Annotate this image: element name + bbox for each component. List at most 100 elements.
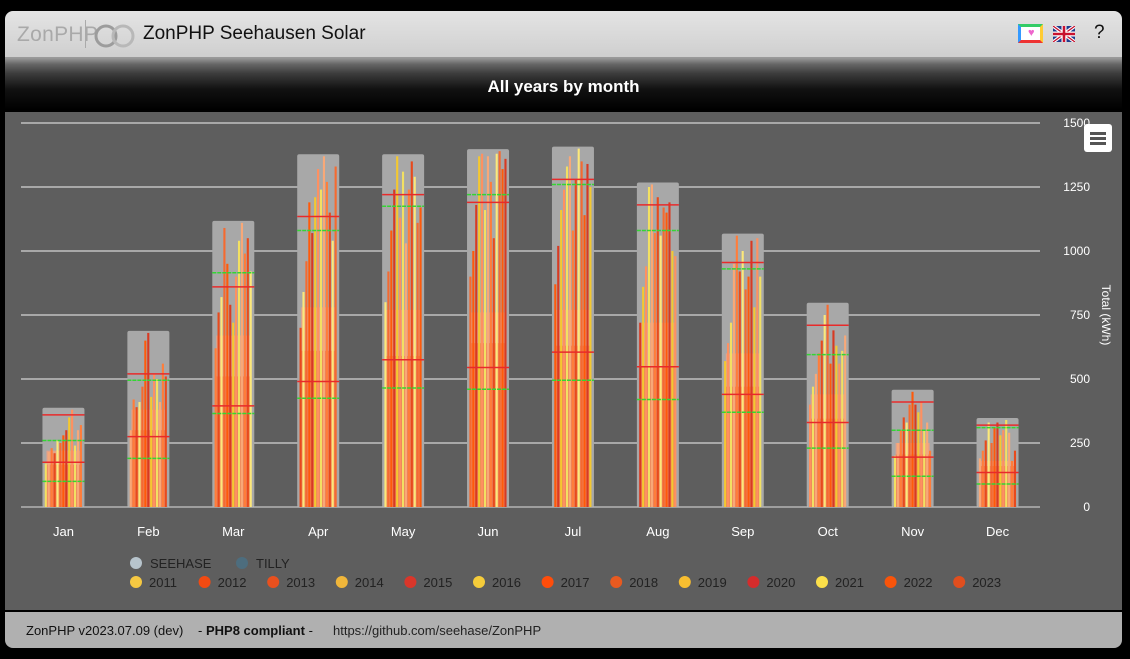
year-bar	[560, 210, 563, 507]
year-bar	[665, 212, 668, 507]
y-tick-label: 250	[1070, 436, 1090, 450]
x-tick-label: Jun	[478, 524, 499, 539]
github-link[interactable]: https://github.com/seehase/ZonPHP	[333, 623, 542, 638]
year-bar	[217, 312, 220, 507]
year-bar	[838, 363, 841, 507]
year-bar	[993, 427, 996, 507]
legend-marker	[541, 576, 554, 588]
legend-item-label: 2011	[149, 575, 177, 590]
year-bar	[325, 181, 328, 507]
year-bar	[923, 430, 926, 507]
rainbow-theme-icon[interactable]: ♥	[1018, 24, 1043, 43]
legend-marker	[678, 576, 691, 588]
legend-item-label: 2013	[286, 575, 315, 590]
year-bar	[832, 330, 835, 507]
year-bar	[472, 251, 475, 507]
hamburger-menu-icon[interactable]	[1084, 124, 1112, 152]
year-bar	[299, 327, 302, 507]
year-bar	[223, 227, 226, 507]
year-bar	[1005, 419, 1008, 507]
legend-item-label: 2020	[766, 575, 795, 590]
year-bar	[747, 276, 750, 507]
year-bar	[823, 315, 826, 507]
legend-item-label: SEEHASE	[150, 556, 212, 571]
year-bar	[911, 391, 914, 507]
year-bar	[489, 181, 492, 507]
year-bar	[732, 263, 735, 507]
year-bar	[744, 289, 747, 507]
top-bar: ZonPHP ZonPHP Seehausen Solar ♥ ?	[5, 11, 1122, 58]
legend-item-label: TILLY	[256, 556, 290, 571]
y-tick-label: 1250	[1063, 180, 1090, 194]
uk-flag-icon[interactable]	[1053, 26, 1075, 42]
year-bar	[1002, 430, 1005, 507]
legend-item-label: 2021	[835, 575, 864, 590]
x-tick-label: Aug	[646, 524, 669, 539]
year-bar	[419, 207, 422, 507]
legend-marker	[198, 576, 211, 588]
logo-text[interactable]: ZonPHP	[17, 23, 99, 46]
separator: -	[308, 623, 313, 638]
year-bar	[727, 343, 730, 507]
year-bar	[226, 263, 229, 507]
year-bar	[56, 440, 59, 507]
legend-item-label: 2019	[698, 575, 727, 590]
year-bar	[396, 156, 399, 507]
year-bar	[334, 166, 337, 507]
year-bar	[144, 340, 147, 507]
y-tick-label: 750	[1070, 308, 1090, 322]
year-bar	[158, 402, 162, 507]
x-tick-label: Dec	[986, 524, 1010, 539]
year-bar	[577, 148, 580, 507]
legend-marker	[404, 576, 417, 588]
year-bar	[642, 286, 645, 507]
year-bar	[1013, 450, 1017, 507]
y-tick-label: 1500	[1063, 116, 1090, 130]
year-bar	[586, 163, 589, 507]
year-bar	[129, 430, 132, 507]
year-bar	[232, 322, 235, 507]
year-bar	[73, 445, 77, 507]
year-bar	[249, 271, 252, 507]
year-bar	[571, 230, 574, 507]
help-button[interactable]: ?	[1094, 22, 1105, 43]
year-bar	[668, 202, 671, 508]
year-bar	[71, 409, 74, 507]
y-axis-title: Total (kWh)	[1099, 285, 1113, 346]
year-bar	[981, 450, 984, 507]
legend-marker	[610, 576, 623, 588]
year-bar	[314, 197, 317, 507]
year-bar	[53, 453, 56, 507]
year-bar	[738, 271, 741, 507]
x-tick-label: Feb	[137, 524, 159, 539]
year-bar	[328, 212, 331, 507]
legend-marker	[130, 557, 142, 569]
year-bar	[407, 189, 410, 507]
year-bar	[735, 235, 738, 507]
year-bar	[671, 251, 674, 507]
year-bar	[659, 235, 662, 507]
year-bar	[756, 238, 759, 507]
legend-item-label: 2015	[423, 575, 452, 590]
year-bar	[920, 402, 923, 507]
legend-marker	[267, 576, 280, 588]
year-bar	[481, 153, 484, 507]
year-bar	[155, 379, 159, 507]
year-bar	[495, 153, 498, 507]
year-bar	[44, 463, 47, 507]
year-bar	[653, 233, 656, 507]
zonphp-rings-icon[interactable]	[91, 24, 139, 48]
legend-marker	[236, 557, 248, 569]
year-bar	[498, 151, 501, 507]
year-bar	[240, 222, 244, 507]
year-bar	[809, 404, 812, 507]
legend-marker	[747, 576, 760, 588]
year-bar	[893, 455, 897, 507]
year-bar	[475, 204, 478, 508]
year-bar	[905, 422, 908, 507]
x-tick-label: Oct	[818, 524, 839, 539]
year-bar	[987, 422, 990, 507]
year-bar	[662, 207, 665, 507]
year-bar	[917, 412, 920, 507]
year-bar	[984, 440, 987, 507]
